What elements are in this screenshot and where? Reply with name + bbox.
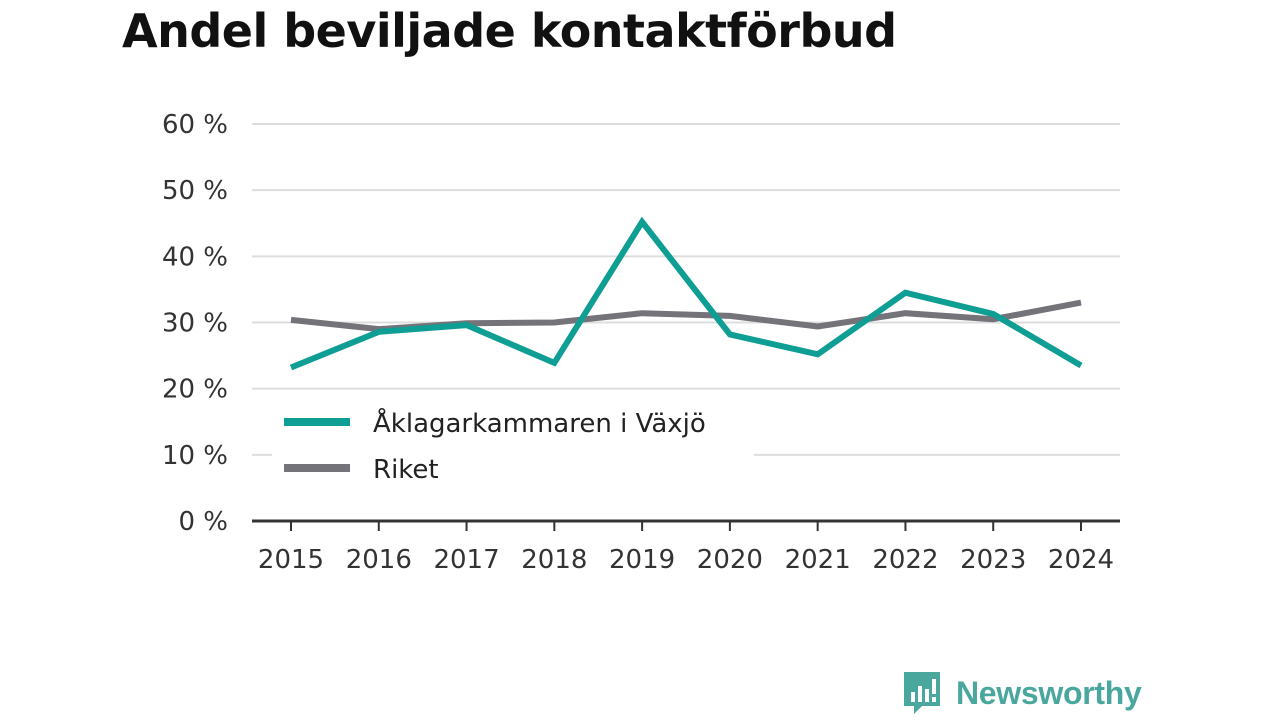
- x-tick-label: 2018: [521, 545, 587, 575]
- series-line-0: [289, 216, 1083, 371]
- y-tick-label: 30 %: [162, 309, 228, 339]
- y-tick-label: 0 %: [178, 507, 228, 537]
- x-tick-label: 2022: [872, 545, 938, 575]
- x-tick-label: 2016: [346, 545, 412, 575]
- y-tick-label: 10 %: [162, 441, 228, 471]
- brand-name: Newsworthy: [956, 674, 1142, 711]
- legend-label: Riket: [373, 455, 439, 485]
- x-tick-label: 2024: [1048, 545, 1114, 575]
- chart-title: Andel beviljade kontaktförbud: [122, 4, 897, 58]
- brand-logo: Newsworthy: [902, 670, 1142, 716]
- legend: Åklagarkammaren i Växjö Riket: [272, 398, 754, 492]
- y-tick-label: 20 %: [162, 375, 228, 405]
- legend-label: Åklagarkammaren i Växjö: [373, 407, 706, 439]
- legend-background: [272, 398, 754, 492]
- bar-chart-speech-bubble-icon: [904, 672, 940, 714]
- y-tick-label: 60 %: [162, 110, 228, 140]
- y-tick-label: 50 %: [162, 176, 228, 206]
- x-tick-label: 2023: [960, 545, 1026, 575]
- x-tick-label: 2019: [609, 545, 675, 575]
- x-tick-label: 2020: [697, 545, 763, 575]
- x-tick-label: 2015: [258, 545, 324, 575]
- x-tick-label: 2017: [433, 545, 499, 575]
- x-axis: 2015 2016 2017 2018 2019 2020 2021 2022 2023 2024: [252, 519, 1120, 575]
- y-axis: 0 % 10 % 20 % 30 % 40 % 50 % 60 %: [162, 110, 228, 537]
- y-tick-label: 40 %: [162, 242, 228, 272]
- x-tick-label: 2021: [785, 545, 851, 575]
- data-series: [289, 216, 1083, 371]
